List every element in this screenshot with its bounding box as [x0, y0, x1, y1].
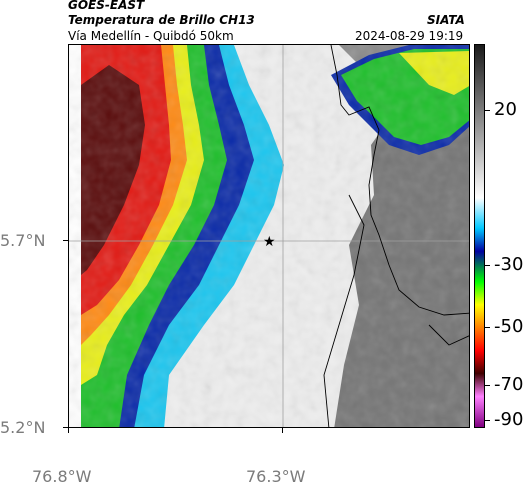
department-boundary — [330, 45, 469, 316]
colorbar-label: -50 — [494, 316, 524, 337]
colorbar-label: -30 — [494, 254, 524, 275]
y-label-south: 5.2°N — [0, 418, 46, 437]
timestamp-label: 2024-08-29 19:19 — [355, 29, 464, 43]
colorbar-tick — [485, 265, 490, 266]
colorbar-tick — [485, 420, 490, 421]
product-title: Temperatura de Brillo CH13 — [68, 13, 255, 27]
satellite-map[interactable]: ★ — [68, 44, 470, 428]
colorbar — [474, 44, 485, 428]
colorbar-label: 20 — [494, 99, 517, 120]
colorbar-label: -70 — [494, 374, 524, 395]
agency-label: SIATA — [427, 13, 465, 27]
colorbar-tick — [485, 385, 490, 386]
boundary-line-3 — [428, 324, 469, 346]
route-subtitle: Vía Medellín - Quibdó 50km — [68, 29, 234, 43]
satellite-label: GOES-EAST — [68, 0, 145, 12]
x-label-west: 76.8°W — [32, 467, 92, 486]
x-label-east: 76.3°W — [246, 467, 306, 486]
map-image: ★ — [69, 45, 469, 427]
y-tick — [63, 240, 68, 241]
colorbar-tick — [485, 110, 490, 111]
x-tick — [68, 428, 69, 433]
y-tick — [63, 427, 68, 428]
colorbar-tick — [485, 327, 490, 328]
map-texture — [81, 45, 469, 427]
colorbar-label: -90 — [494, 409, 524, 430]
x-tick — [282, 428, 283, 433]
star-marker: ★ — [263, 234, 276, 250]
y-label-north: 5.7°N — [0, 231, 46, 250]
boundary-line-2 — [323, 194, 365, 427]
